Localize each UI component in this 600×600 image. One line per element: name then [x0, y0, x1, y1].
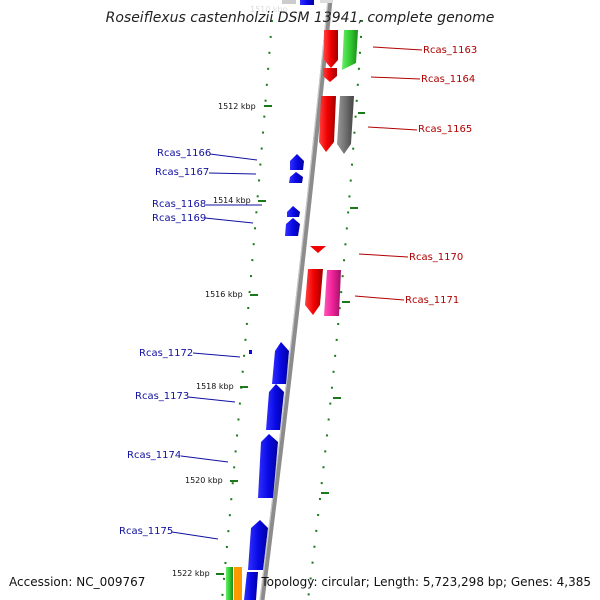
gene-label-rcas-1164[interactable]: Rcas_1164	[421, 74, 475, 85]
gene-label-rcas-1175[interactable]: Rcas_1175	[119, 526, 173, 537]
outer-ticks	[321, 112, 365, 494]
tick-1514: 1514 kbp	[213, 196, 266, 205]
gene-rcas-1168[interactable]	[287, 206, 300, 217]
gene-rcas-1166[interactable]	[290, 154, 304, 170]
gene-label-rcas-1167[interactable]: Rcas_1167	[155, 167, 209, 178]
tick-1512: 1512 kbp	[218, 102, 272, 111]
tick-label: 1512 kbp	[218, 102, 256, 111]
gene-partial-light[interactable]	[320, 0, 332, 3]
gene-rcas-1173[interactable]	[266, 384, 284, 430]
gene-label-rcas-1170[interactable]: Rcas_1170	[409, 252, 463, 263]
gene-partial-orange[interactable]	[234, 567, 242, 600]
map-title: Roseiflexus castenholzii DSM 13941, comp…	[106, 10, 495, 26]
gene-label-rcas-1171[interactable]: Rcas_1171	[405, 295, 459, 306]
gene-rcas-1175[interactable]	[248, 520, 268, 570]
gene-label-rcas-1168[interactable]: Rcas_1168	[152, 199, 206, 210]
gene-rcas-1172-dot[interactable]	[249, 350, 252, 354]
tick-label: 1516 kbp	[205, 290, 243, 299]
tick-label: 1518 kbp	[196, 382, 234, 391]
gene-rcas-1164[interactable]	[323, 68, 337, 82]
gene-rcas-1174[interactable]	[258, 434, 278, 498]
gene-label-rcas-1165[interactable]: Rcas_1165	[418, 124, 472, 135]
gene-label-rcas-1173[interactable]: Rcas_1173	[135, 391, 189, 402]
gene-rcas-1165[interactable]	[319, 96, 336, 152]
gene-partial-blue-bottom[interactable]	[244, 572, 258, 600]
gene-rcas-1165-grey[interactable]	[337, 96, 354, 154]
gene-partial-green[interactable]	[226, 567, 233, 600]
faded-tick-label: 1510 kbp	[250, 5, 288, 14]
tick-label: 1520 kbp	[185, 476, 223, 485]
gene-partial-blue[interactable]	[300, 0, 314, 5]
genome-backbone	[259, 0, 333, 600]
gene-label-rcas-1163[interactable]: Rcas_1163	[423, 45, 477, 56]
gene-label-rcas-1169[interactable]: Rcas_1169	[152, 213, 206, 224]
tick-1518: 1518 kbp	[196, 382, 248, 391]
tick-1516: 1516 kbp	[205, 290, 258, 299]
tick-1522: 1522 kbp	[172, 569, 224, 578]
leader-lines-left	[171, 153, 262, 540]
leader-lines-right	[354, 46, 423, 301]
accession-label: Accession: NC_009767	[9, 575, 145, 589]
gene-rcas-1169[interactable]	[285, 218, 300, 236]
gene-label-rcas-1172[interactable]: Rcas_1172	[139, 348, 193, 359]
gene-rcas-1171[interactable]	[305, 269, 323, 315]
genome-summary: Topology: circular; Length: 5,723,298 bp…	[260, 575, 591, 589]
tick-1520: 1520 kbp	[185, 476, 238, 485]
gene-partial-grey[interactable]	[282, 0, 296, 4]
tick-label: 1522 kbp	[172, 569, 210, 578]
gene-label-rcas-1174[interactable]: Rcas_1174	[127, 450, 181, 461]
tick-label: 1514 kbp	[213, 196, 251, 205]
gene-rcas-1163-green[interactable]	[342, 30, 358, 70]
gene-label-rcas-1166[interactable]: Rcas_1166	[157, 148, 211, 159]
gene-rcas-1163[interactable]	[324, 30, 338, 68]
gene-rcas-1171-pink[interactable]	[324, 270, 341, 316]
gene-rcas-1172[interactable]	[272, 342, 289, 384]
genome-backbone-highlight	[259, 0, 329, 600]
gene-rcas-1170[interactable]	[310, 246, 326, 253]
gene-rcas-1167[interactable]	[289, 172, 303, 183]
